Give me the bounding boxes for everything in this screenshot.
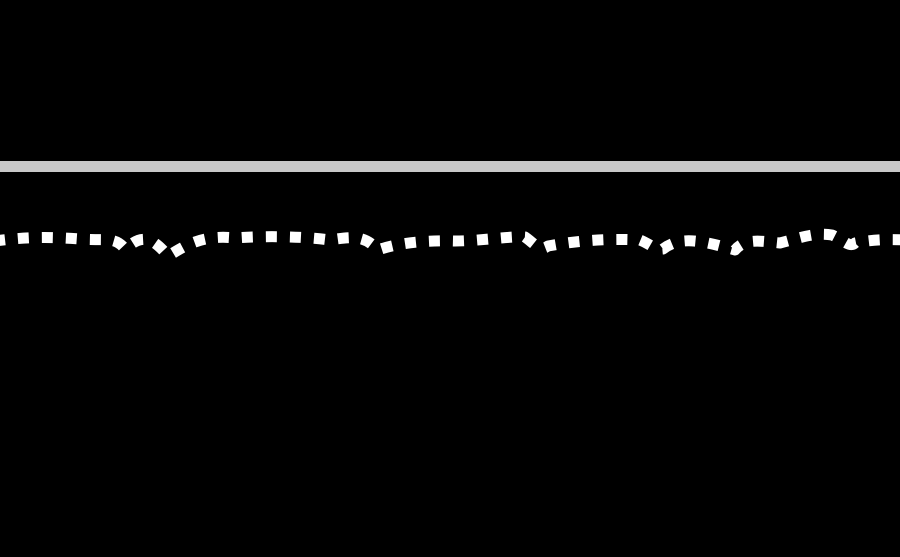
horizontal-gray-line xyxy=(0,161,900,172)
